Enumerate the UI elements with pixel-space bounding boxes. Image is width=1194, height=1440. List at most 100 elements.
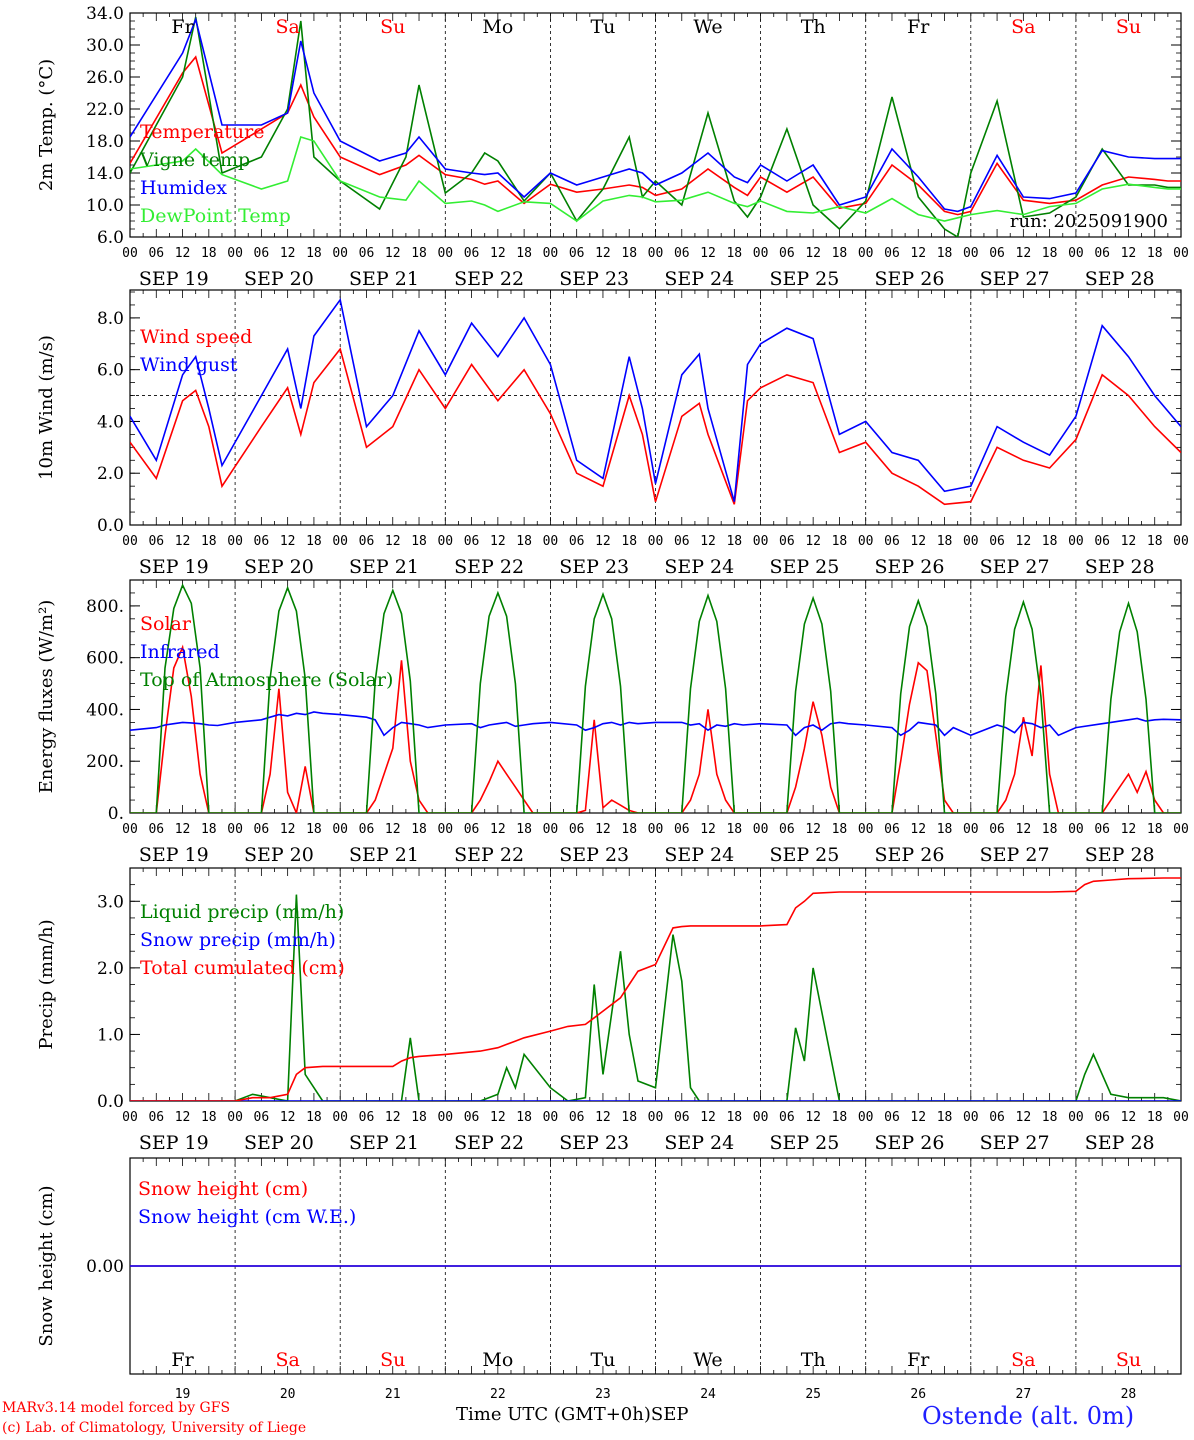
hour-tick-label: 18 — [201, 1110, 217, 1125]
hour-tick-label: 12 — [1016, 1110, 1032, 1125]
hour-tick-label: 12 — [490, 1110, 506, 1125]
date-label: SEP 27 — [980, 1132, 1050, 1154]
panel-3 — [129, 579, 1182, 814]
weekday-label: Su — [380, 16, 405, 38]
hour-tick-label: 12 — [805, 534, 821, 549]
legend-entry: Vigne temp — [139, 149, 250, 171]
hour-tick-label: 18 — [937, 822, 953, 837]
y-tick-label: 0.00 — [86, 1257, 124, 1277]
hour-tick-label: 12 — [175, 246, 191, 261]
hour-tick-label: 00 — [332, 822, 348, 837]
hour-tick-label: 00 — [858, 246, 874, 261]
hour-tick-label: 06 — [359, 1110, 375, 1125]
y-tick-label: 2.0 — [97, 464, 124, 484]
date-label: SEP 20 — [244, 844, 314, 866]
weekday-label: Mo — [482, 1349, 513, 1371]
hour-tick-label: 12 — [280, 1110, 296, 1125]
hour-tick-label: 18 — [726, 1110, 742, 1125]
series-line-humidex — [130, 16, 1181, 213]
hour-tick-label: 00 — [227, 822, 243, 837]
hour-tick-label: 06 — [884, 1110, 900, 1125]
hour-tick-label: 12 — [1016, 534, 1032, 549]
weekday-label: Fr — [171, 1349, 194, 1371]
y-tick-label: 3.0 — [97, 892, 124, 912]
hour-tick-label: 18 — [516, 534, 532, 549]
series-line-wind-gust — [130, 297, 1181, 502]
hour-tick-label: 18 — [201, 534, 217, 549]
hour-tick-label: 06 — [884, 246, 900, 261]
legend-entry: Wind speed — [140, 326, 252, 348]
weekday-label: Fr — [907, 1349, 930, 1371]
y-tick-label: 10.0 — [86, 196, 124, 216]
hour-tick-label: 12 — [175, 822, 191, 837]
weekday-label: Th — [801, 1349, 826, 1371]
hour-tick-label: 18 — [516, 246, 532, 261]
hour-tick-label: 18 — [937, 246, 953, 261]
date-label: SEP 19 — [139, 1132, 209, 1154]
hour-tick-label: 06 — [989, 534, 1005, 549]
y-tick-label: 8.0 — [97, 309, 124, 329]
hour-tick-label: 18 — [726, 822, 742, 837]
hour-tick-label: 00 — [858, 822, 874, 837]
hour-tick-label: 18 — [411, 534, 427, 549]
weekday-label: Sa — [1011, 16, 1035, 38]
day-number-label: 20 — [280, 1387, 296, 1402]
hour-tick-label: 06 — [884, 534, 900, 549]
date-label: SEP 25 — [769, 844, 839, 866]
hour-tick-label: 12 — [1121, 246, 1137, 261]
hour-tick-label: 12 — [175, 534, 191, 549]
hour-tick-label: 00 — [227, 534, 243, 549]
hour-tick-label: 06 — [779, 822, 795, 837]
date-label: SEP 23 — [559, 1132, 629, 1154]
hour-tick-label: 06 — [674, 246, 690, 261]
hour-tick-label: 12 — [175, 1110, 191, 1125]
hour-tick-label: 00 — [332, 1110, 348, 1125]
hour-tick-label: 12 — [595, 534, 611, 549]
hour-tick-label: 18 — [306, 822, 322, 837]
hour-tick-label: 00 — [122, 822, 138, 837]
date-label: SEP 21 — [349, 844, 419, 866]
hour-tick-label: 06 — [359, 534, 375, 549]
hour-tick-label: 12 — [1121, 534, 1137, 549]
date-label: SEP 25 — [769, 268, 839, 290]
series-line-vigne-temp — [130, 16, 1181, 237]
panel-4 — [129, 867, 1182, 1102]
plot-frame — [129, 12, 1182, 238]
weekday-label: Tu — [590, 16, 615, 38]
hour-tick-label: 18 — [306, 246, 322, 261]
series-line-liquid-precip-mm-h- — [130, 894, 1181, 1101]
date-label: SEP 20 — [244, 556, 314, 578]
date-label: SEP 19 — [139, 556, 209, 578]
date-label: SEP 23 — [559, 556, 629, 578]
date-label: SEP 27 — [980, 556, 1050, 578]
hour-tick-label: 18 — [1042, 246, 1058, 261]
date-label: SEP 26 — [875, 844, 945, 866]
legend-entry: Snow height (cm) — [138, 1178, 308, 1200]
date-label: SEP 19 — [139, 844, 209, 866]
y-tick-label: 200. — [86, 752, 124, 772]
hour-tick-label: 12 — [910, 822, 926, 837]
hour-tick-label: 06 — [674, 822, 690, 837]
date-label: SEP 28 — [1085, 268, 1155, 290]
day-number-label: 21 — [385, 1387, 401, 1402]
series-line-wind-speed — [130, 347, 1181, 506]
date-label: SEP 22 — [454, 556, 524, 578]
y-axis-label: Energy fluxes (W/m²) — [36, 600, 57, 794]
hour-tick-label: 12 — [280, 246, 296, 261]
hour-tick-label: 12 — [805, 246, 821, 261]
hour-tick-label: 00 — [963, 1110, 979, 1125]
hour-tick-label: 00 — [1173, 822, 1189, 837]
hour-tick-label: 00 — [437, 534, 453, 549]
y-tick-label: 800. — [86, 597, 124, 617]
y-tick-label: 0. — [108, 804, 124, 824]
hour-tick-label: 06 — [779, 534, 795, 549]
hour-tick-label: 00 — [543, 1110, 559, 1125]
hour-tick-label: 12 — [280, 822, 296, 837]
hour-tick-label: 18 — [621, 822, 637, 837]
hour-tick-label: 06 — [779, 1110, 795, 1125]
day-number-label: 27 — [1016, 1387, 1032, 1402]
hour-tick-label: 00 — [963, 822, 979, 837]
hour-tick-label: 00 — [122, 246, 138, 261]
day-number-label: 25 — [805, 1387, 821, 1402]
hour-tick-label: 00 — [753, 246, 769, 261]
